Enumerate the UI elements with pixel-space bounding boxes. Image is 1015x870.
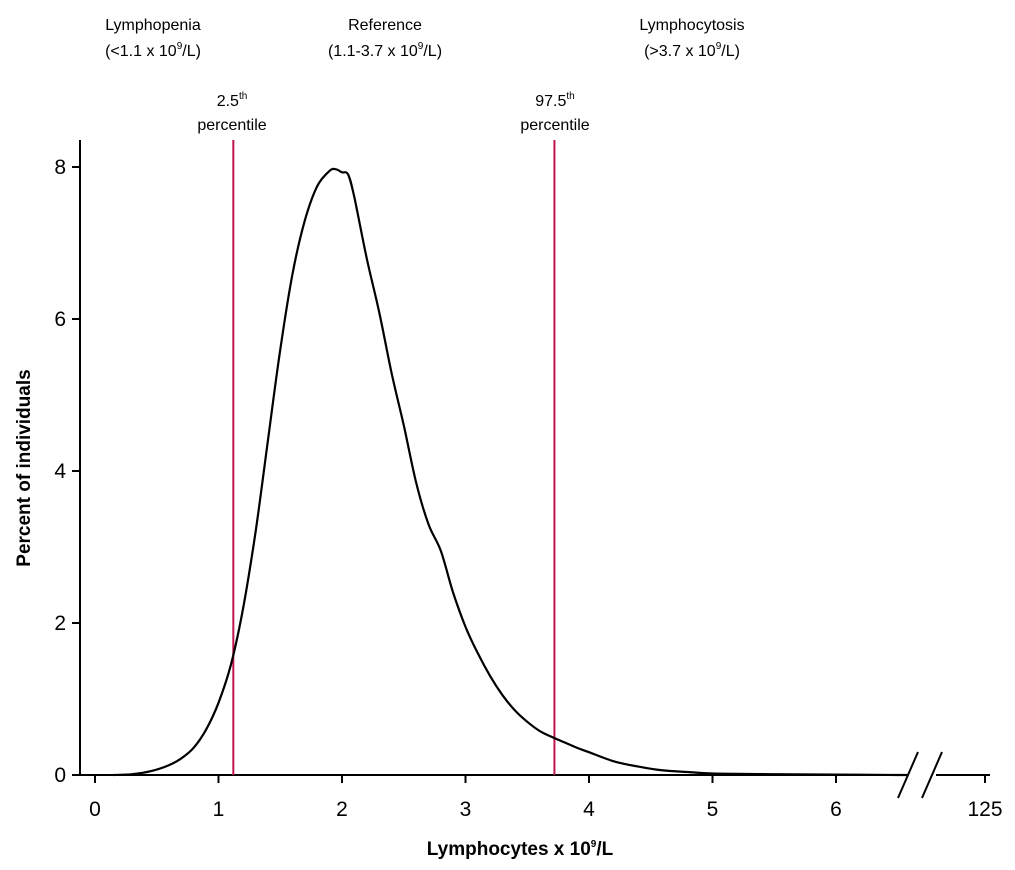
region-range-reference: (1.1-3.7 x 109/L) <box>328 41 442 60</box>
region-name-reference: Reference <box>348 17 422 34</box>
distribution-curve <box>113 167 908 777</box>
percentile-word-97-5: percentile <box>520 117 589 134</box>
y-tick-label: 6 <box>54 308 66 331</box>
y-tick-label: 4 <box>54 460 66 483</box>
region-range-lymphocytosis: (>3.7 x 109/L) <box>644 41 740 60</box>
y-tick-label: 0 <box>54 764 66 787</box>
x-tick-label: 0 <box>89 798 101 821</box>
x-tick-label: 125 <box>967 798 1002 821</box>
region-range-lymphopenia: (<1.1 x 109/L) <box>105 41 201 60</box>
percentile-label-97-5: 97.5th <box>535 91 574 110</box>
x-tick-label: 4 <box>583 798 595 821</box>
x-axis-ticks: 0 1 2 3 4 5 6 125 <box>89 775 1003 821</box>
percentile-word-2-5: percentile <box>197 117 266 134</box>
y-tick-label: 2 <box>54 612 66 635</box>
x-tick-label: 2 <box>336 798 348 821</box>
x-tick-label: 5 <box>707 798 719 821</box>
axis-break-mark-right <box>921 751 943 799</box>
x-tick-label: 3 <box>460 798 472 821</box>
x-tick-label: 1 <box>213 798 225 821</box>
x-tick-label: 6 <box>830 798 842 821</box>
region-name-lymphopenia: Lymphopenia <box>105 17 201 34</box>
region-name-lymphocytosis: Lymphocytosis <box>639 17 744 34</box>
y-axis-ticks: 0 2 4 6 8 <box>54 156 80 787</box>
y-axis-title: Percent of individuals <box>14 369 35 566</box>
percentile-label-2-5: 2.5th <box>217 91 248 110</box>
y-tick-label: 8 <box>54 156 66 179</box>
x-axis-title: Lymphocytes x 109/L <box>427 839 614 860</box>
